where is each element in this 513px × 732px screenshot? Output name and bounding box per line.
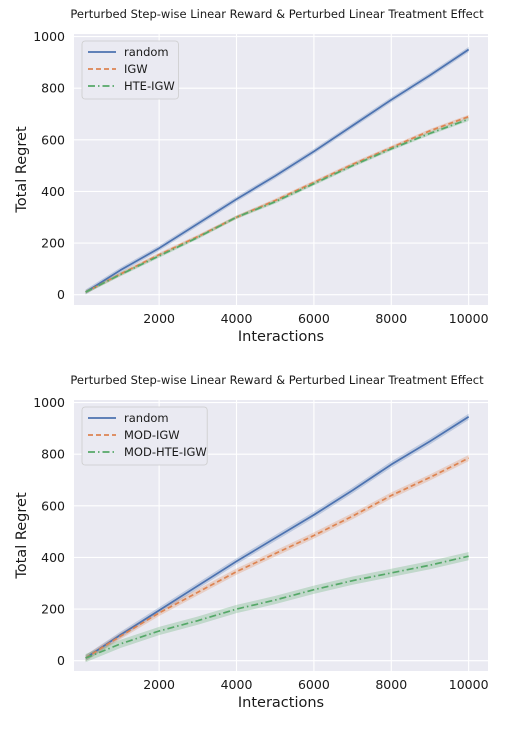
y-tick-label: 1000: [33, 395, 65, 410]
series-line-1: [85, 457, 470, 659]
series-line-0: [85, 416, 470, 659]
x-tick-label: 10000: [449, 677, 489, 692]
y-tick-label: 200: [41, 602, 65, 617]
x-tick-label: 4000: [221, 311, 253, 326]
legend-label: random: [124, 411, 169, 425]
y-tick-label: 1000: [33, 29, 65, 44]
chart-panel-top: Perturbed Step-wise Linear Reward & Pert…: [14, 7, 489, 345]
legend-label: IGW: [124, 62, 148, 76]
legend-label: MOD-HTE-IGW: [124, 445, 207, 459]
chart-title: Perturbed Step-wise Linear Reward & Pert…: [70, 373, 484, 387]
chart-title: Perturbed Step-wise Linear Reward & Pert…: [70, 7, 484, 21]
chart-top-svg: Perturbed Step-wise Linear Reward & Pert…: [14, 7, 489, 345]
series-band-2: [85, 117, 469, 294]
x-axis-label: Interactions: [238, 695, 324, 711]
y-tick-label: 400: [41, 550, 65, 565]
series-band-1: [85, 454, 469, 662]
series-line-0: [85, 48, 470, 293]
series-band-0: [85, 46, 469, 295]
x-tick-label: 8000: [375, 311, 407, 326]
series-line-1: [85, 115, 469, 293]
legend-label: MOD-IGW: [124, 428, 180, 442]
legend-box: [81, 40, 179, 100]
legend-label: HTE-IGW: [124, 79, 175, 93]
y-tick-label: 600: [41, 498, 65, 513]
x-tick-label: 2000: [143, 677, 175, 692]
series-line-2: [85, 118, 469, 293]
x-tick-label: 8000: [375, 677, 407, 692]
legend-label: random: [124, 45, 169, 59]
y-tick-label: 0: [57, 653, 65, 668]
x-tick-label: 6000: [298, 311, 330, 326]
y-axis-label: Total Regret: [14, 126, 30, 214]
chart-bottom-svg: Perturbed Step-wise Linear Reward & Pert…: [14, 373, 489, 711]
x-tick-label: 10000: [449, 311, 489, 326]
y-tick-label: 400: [41, 184, 65, 199]
x-tick-label: 4000: [221, 677, 253, 692]
x-tick-label: 6000: [298, 677, 330, 692]
y-tick-label: 600: [41, 132, 65, 147]
series-band-2: [85, 552, 469, 663]
x-tick-label: 2000: [143, 311, 175, 326]
y-tick-label: 800: [41, 447, 65, 462]
y-tick-label: 200: [41, 236, 65, 251]
y-tick-label: 0: [57, 287, 65, 302]
x-axis-label: Interactions: [238, 329, 324, 345]
series-line-2: [85, 555, 469, 659]
y-axis-label: Total Regret: [14, 492, 30, 580]
legend-box: [81, 406, 208, 466]
chart-panel-bottom: Perturbed Step-wise Linear Reward & Pert…: [0, 366, 513, 732]
y-tick-label: 800: [41, 81, 65, 96]
